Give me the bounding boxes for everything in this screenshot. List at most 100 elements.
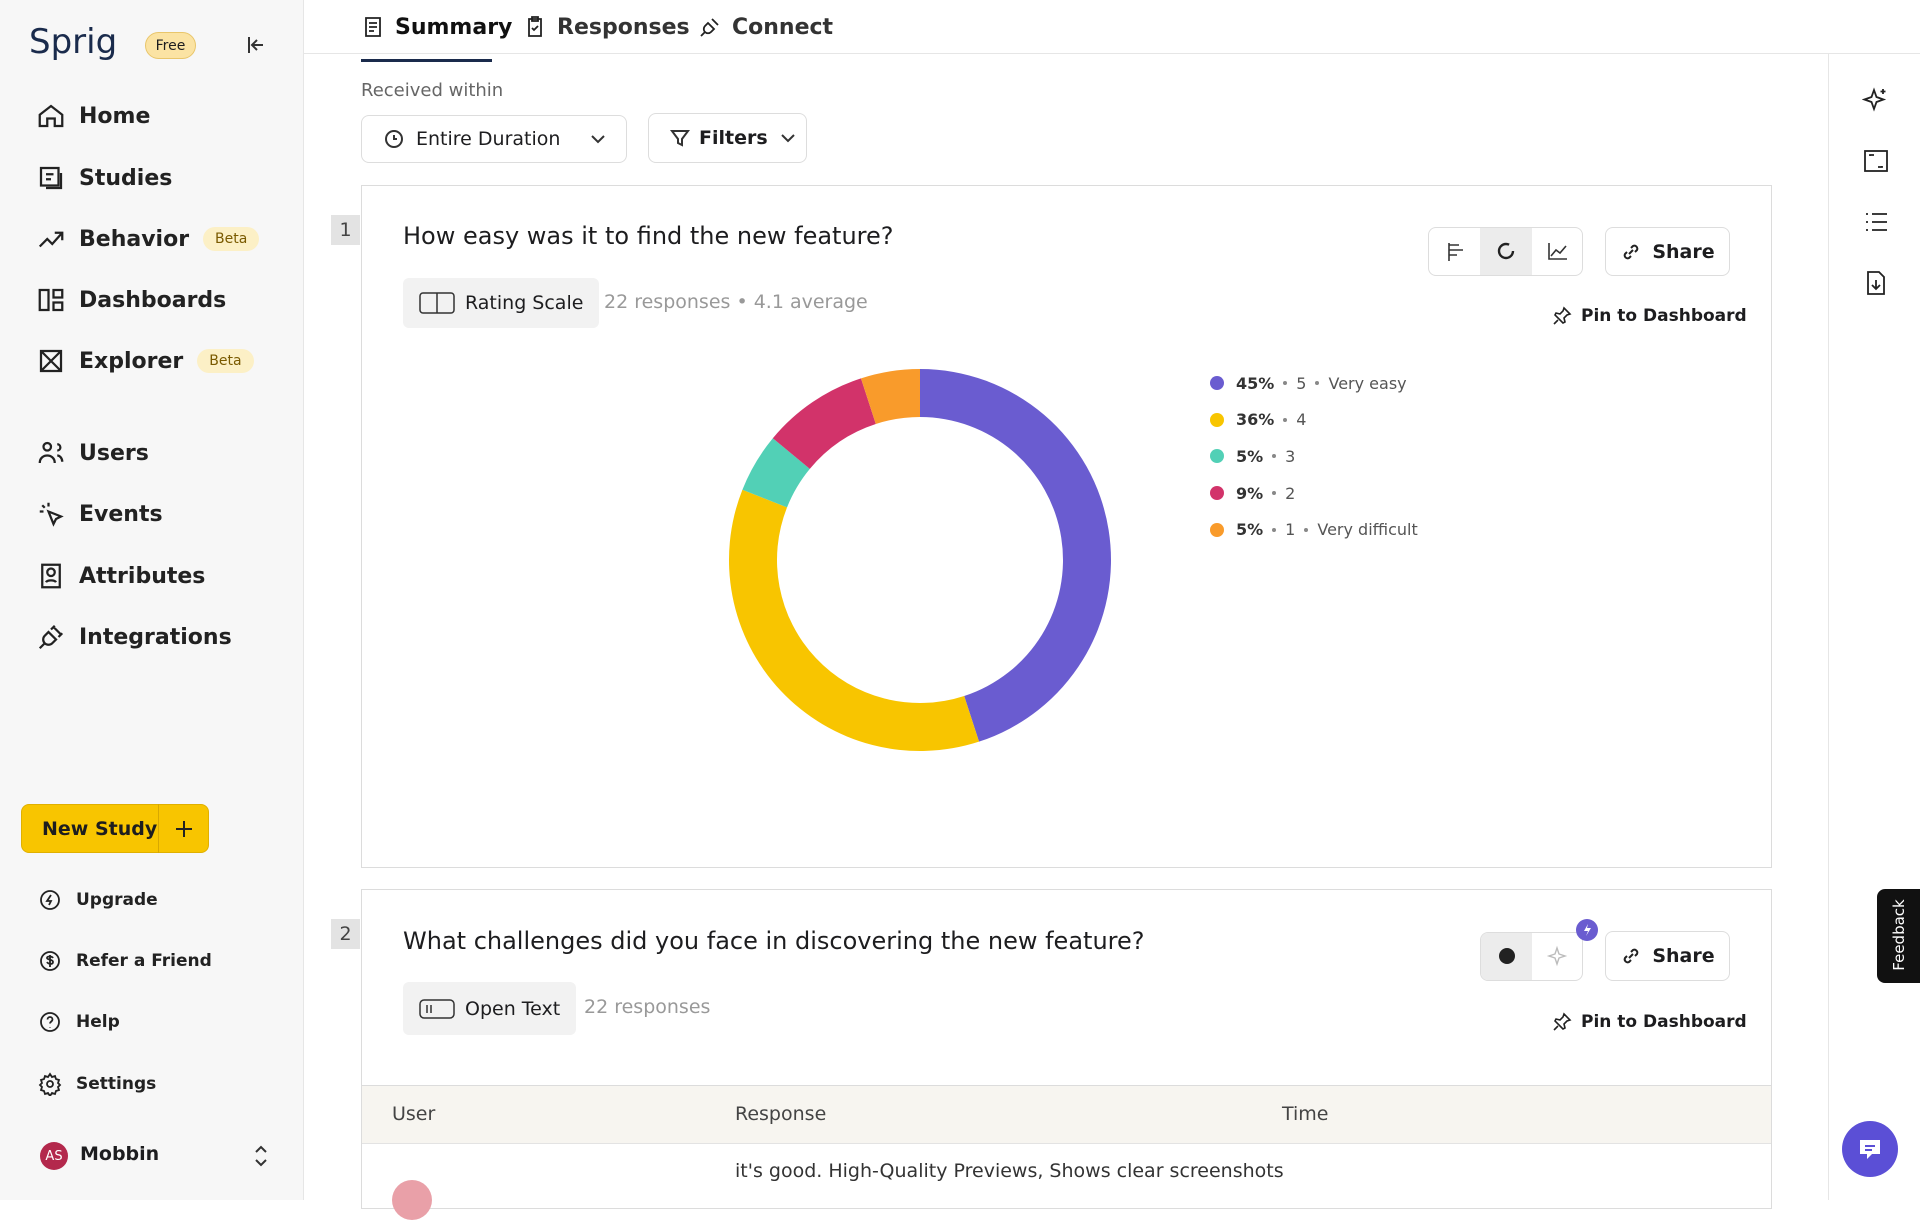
icon	[39, 502, 64, 527]
chat-launcher[interactable]	[1841, 1120, 1899, 1178]
list-icon[interactable]	[1862, 208, 1890, 236]
feedback-tab[interactable]	[1877, 889, 1920, 983]
question-number: 1	[331, 215, 360, 245]
legend-category: 5	[1296, 373, 1307, 393]
collapse-icon[interactable]	[244, 33, 268, 57]
nav-label: Users	[79, 440, 149, 466]
legend-item: 5% 3	[1210, 444, 1295, 468]
beta-badge: Beta	[203, 227, 260, 251]
pin-label: Pin to Dashboard	[1581, 306, 1747, 326]
nav-label: Attributes	[79, 563, 206, 589]
legend-value: 5%	[1236, 446, 1264, 466]
legend-category: 4	[1296, 410, 1307, 430]
user-avatar	[392, 1180, 432, 1220]
filters-button[interactable]: Filters	[648, 113, 807, 163]
question-number: 2	[331, 919, 360, 949]
question-type: Rating Scale	[403, 278, 600, 328]
separator	[1315, 381, 1320, 385]
nav-item[interactable]: Events	[36, 494, 163, 534]
logo[interactable]: Sprig	[29, 22, 118, 62]
sidebar-link[interactable]: Refer a Friend	[38, 949, 212, 973]
question-type-label: Rating Scale	[465, 292, 584, 314]
chevron	[591, 135, 605, 144]
icon	[38, 441, 64, 464]
line-view[interactable]	[1532, 227, 1582, 276]
icon	[700, 18, 719, 37]
legend-category: 1	[1285, 520, 1296, 540]
ai-view[interactable]	[1532, 932, 1582, 981]
new-study-button[interactable]: New Study	[21, 804, 209, 853]
sidebar-link[interactable]: Upgrade	[38, 888, 158, 912]
column-header: User	[392, 1103, 436, 1125]
pin-icon	[1553, 306, 1572, 325]
donut-view[interactable]	[1480, 227, 1532, 276]
donut-segment	[860, 369, 920, 424]
legend-swatch	[1210, 522, 1224, 537]
pin-button[interactable]: Pin to Dashboard	[1551, 305, 1747, 327]
legend-swatch	[1210, 376, 1224, 390]
icon	[40, 1012, 60, 1032]
sidebar-link[interactable]: Help	[38, 1010, 120, 1034]
view-toggle[interactable]	[1428, 227, 1583, 276]
filter-label: Received within	[361, 80, 504, 101]
nav-item[interactable]: Users	[36, 433, 149, 473]
nav-item[interactable]: Studies	[36, 158, 172, 198]
view-toggle[interactable]	[1480, 932, 1583, 981]
share-button[interactable]: Share	[1605, 227, 1730, 276]
tab[interactable]: Connect	[698, 10, 833, 44]
user-menu-icon[interactable]	[250, 1143, 272, 1169]
legend-item: 5% 1 Very difficult	[1210, 518, 1418, 542]
donut-segment	[772, 378, 876, 469]
icon	[38, 231, 64, 248]
legend-item: 9% 2	[1210, 481, 1295, 505]
separator	[1283, 381, 1288, 385]
bar-view[interactable]	[1429, 227, 1480, 276]
link-label: Help	[76, 1012, 120, 1032]
nav-item[interactable]: Home	[36, 96, 150, 136]
icon	[528, 16, 542, 37]
question-title: What challenges did you face in discover…	[403, 927, 1145, 955]
question-meta: 22 responses • 4.1 average	[604, 291, 868, 313]
link-label: Refer a Friend	[76, 951, 212, 971]
column-header: Time	[1282, 1103, 1329, 1125]
nav-label: Behavior	[79, 226, 190, 252]
tab[interactable]: Summary	[361, 10, 512, 44]
legend-item: 36% 4	[1210, 408, 1306, 432]
link-label: Upgrade	[76, 890, 158, 910]
separator	[1272, 454, 1277, 459]
nav-item[interactable]: Integrations	[36, 617, 232, 657]
icon	[41, 563, 61, 589]
share-button[interactable]: Share	[1605, 931, 1730, 981]
legend-swatch	[1210, 449, 1224, 464]
user-name[interactable]: Mobbin	[80, 1143, 160, 1165]
nav-item[interactable]: Dashboards	[36, 280, 226, 320]
tab[interactable]: Responses	[523, 10, 690, 44]
chevron	[780, 134, 795, 143]
legend-value: 36%	[1236, 410, 1275, 430]
new-study-label: New Study	[42, 817, 158, 840]
pin-icon	[1553, 1012, 1572, 1031]
legend-category: 2	[1285, 483, 1296, 503]
feedback-label[interactable]: Feedback	[1890, 899, 1908, 971]
icon	[38, 624, 64, 650]
pin-label: Pin to Dashboard	[1581, 1012, 1747, 1032]
download-icon[interactable]	[1862, 269, 1890, 297]
expand-icon[interactable]	[1862, 147, 1890, 175]
separator	[1272, 527, 1277, 532]
nav-item[interactable]: Attributes	[36, 556, 205, 596]
nav-label: Events	[79, 501, 163, 527]
nav-item[interactable]: Explorer Beta	[36, 341, 254, 381]
nav-item[interactable]: Behavior Beta	[36, 219, 260, 259]
pin-button[interactable]: Pin to Dashboard	[1551, 1011, 1747, 1033]
sidebar-link[interactable]: Settings	[38, 1072, 156, 1096]
filter-icon	[670, 130, 690, 147]
duration-dropdown[interactable]: Entire Duration	[361, 115, 627, 163]
ai-icon[interactable]	[1862, 86, 1890, 114]
icon	[365, 17, 381, 37]
donut-segment	[920, 369, 1111, 742]
share-label: Share	[1652, 240, 1715, 263]
ai-badge	[1576, 919, 1598, 941]
clock-icon	[385, 130, 403, 148]
list-view[interactable]	[1481, 932, 1532, 981]
share-label: Share	[1652, 945, 1715, 967]
